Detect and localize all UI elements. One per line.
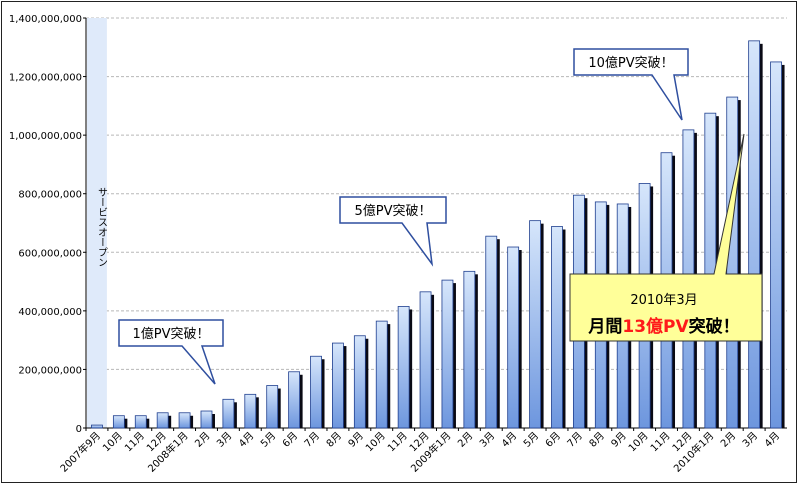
bar bbox=[726, 96, 739, 429]
bar bbox=[704, 112, 717, 429]
x-tick-label: 3月 bbox=[477, 430, 497, 450]
bar bbox=[770, 61, 782, 429]
x-tick-label: 2月 bbox=[193, 430, 213, 450]
callout-13oku-prefix: 月間 bbox=[587, 317, 622, 337]
callout-10oku-bubble bbox=[573, 48, 689, 121]
service-open-label: サービスオープン bbox=[95, 187, 107, 267]
service-open-band bbox=[87, 18, 107, 428]
bar bbox=[551, 226, 563, 429]
bar bbox=[178, 412, 191, 429]
bar bbox=[134, 415, 147, 429]
x-tick-label: 7月 bbox=[565, 430, 585, 450]
bar bbox=[91, 424, 103, 429]
bar bbox=[463, 270, 476, 429]
y-tick-label: 800,000,000 bbox=[18, 190, 82, 201]
callout-5oku-bubble bbox=[339, 196, 447, 267]
callout-13oku-line2: 月間13億PV突破！ bbox=[587, 316, 739, 337]
x-tick-label: 4月 bbox=[236, 430, 256, 450]
callout-13oku-highlight: 13億PV bbox=[622, 316, 689, 337]
x-tick-label: 3月 bbox=[740, 430, 760, 450]
bar bbox=[332, 342, 344, 429]
callout-1oku-bubble bbox=[118, 319, 224, 385]
callout-13oku-suffix: 突破！ bbox=[689, 316, 740, 337]
callout-1oku-text: 1億PV突破！ bbox=[132, 326, 209, 342]
x-tick-label: 11月 bbox=[648, 430, 673, 455]
y-tick-labels: 0 200,000,000 400,000,000 600,000,000 800,00… bbox=[9, 14, 86, 435]
x-tick-label: 10月 bbox=[626, 430, 651, 455]
callout-1oku: 1億PV突破！ bbox=[118, 319, 224, 385]
bar bbox=[397, 306, 410, 429]
callout-13oku: 2010年3月 月間13億PV突破！ bbox=[569, 133, 763, 342]
bar bbox=[419, 291, 432, 429]
bar bbox=[441, 279, 454, 429]
bar bbox=[200, 410, 213, 429]
bar bbox=[375, 320, 388, 429]
y-tick-label: 400,000,000 bbox=[18, 307, 82, 318]
bar bbox=[156, 412, 169, 429]
bar bbox=[748, 40, 761, 429]
callout-5oku-text: 5億PV突破！ bbox=[354, 203, 431, 219]
x-tick-label: 6月 bbox=[280, 430, 300, 450]
x-tick-label: 10月 bbox=[363, 430, 388, 455]
x-tick-label: 3月 bbox=[214, 430, 234, 450]
callout-10oku: 10億PV突破！ bbox=[573, 48, 689, 121]
bar bbox=[244, 393, 257, 429]
bar bbox=[529, 220, 541, 429]
y-tick-label: 1,000,000,000 bbox=[9, 131, 82, 142]
x-tick-label: 5月 bbox=[521, 430, 541, 450]
x-tick-label: 7月 bbox=[302, 430, 322, 450]
gridlines bbox=[86, 17, 787, 370]
callout-5oku: 5億PV突破！ bbox=[339, 196, 447, 267]
bar bbox=[112, 415, 125, 429]
x-tick-label: 4月 bbox=[499, 430, 519, 450]
y-tick-label: 1,400,000,000 bbox=[9, 14, 82, 25]
y-tick-label: 200,000,000 bbox=[18, 365, 82, 376]
callout-13oku-bubble bbox=[569, 133, 763, 342]
x-tick-label: 2007年9月 bbox=[57, 429, 103, 475]
bar bbox=[310, 355, 322, 429]
x-tick-label: 10月 bbox=[100, 430, 125, 455]
x-tick-label: 6月 bbox=[543, 430, 563, 450]
x-tick-label: 11月 bbox=[385, 430, 410, 455]
y-tick-label: 1,200,000,000 bbox=[9, 73, 82, 84]
y-tick-label: 600,000,000 bbox=[18, 248, 82, 259]
bar bbox=[266, 385, 279, 429]
x-tick-label: 4月 bbox=[762, 430, 782, 450]
x-tick-label: 8月 bbox=[587, 430, 607, 450]
bar bbox=[222, 398, 235, 429]
callout-10oku-text: 10億PV突破！ bbox=[588, 55, 673, 71]
bar bbox=[507, 246, 520, 429]
x-tick-label: 2月 bbox=[718, 430, 738, 450]
y-tick-label: 0 bbox=[76, 424, 82, 435]
x-tick-label: 5月 bbox=[258, 430, 278, 450]
callout-13oku-line1: 2010年3月 bbox=[630, 293, 697, 308]
x-tick-label: 11月 bbox=[122, 430, 147, 455]
x-tick-label: 2月 bbox=[455, 430, 475, 450]
bar bbox=[353, 335, 366, 429]
bar bbox=[288, 371, 301, 429]
x-tick-label: 8月 bbox=[324, 430, 344, 450]
bar bbox=[485, 235, 498, 429]
